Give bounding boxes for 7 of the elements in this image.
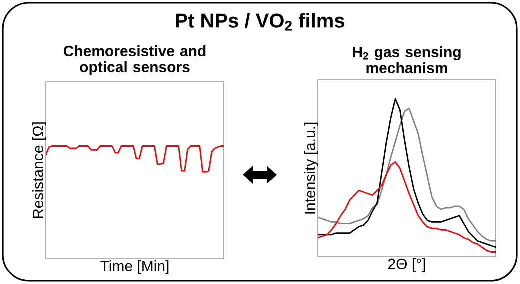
text: Pt NPs / VO$_{2}$ films	[176, 13, 344, 31]
chart-title: Chemoresistive and optical sensors	[64, 45, 206, 76]
chart-title: H$_{2}$ gas sensing mechanism	[353, 46, 461, 74]
x-axis-title: Time [Min]	[100, 260, 169, 274]
y-axis-title: Intensity [a.u.]	[304, 122, 318, 214]
y-axis-title: Resistance [Ω]	[32, 122, 46, 218]
x-axis-title: 2Θ [°]	[388, 258, 426, 272]
